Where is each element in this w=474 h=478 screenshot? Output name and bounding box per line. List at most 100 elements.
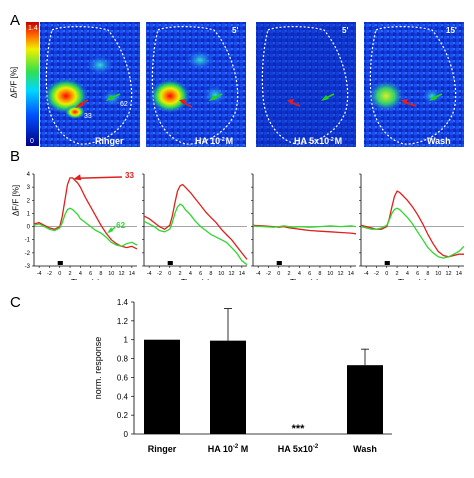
arrowhead-62 [107,227,114,234]
y-tick-label: 0.4 [117,392,129,401]
roi-label-62: 62 [120,101,128,108]
stimulus-marker [167,261,173,265]
x-axis-title: Time (s) [290,278,319,280]
trace-plot-3: -4 -2 0 2 4 6 8 10 12 14 Time (s) [251,173,357,280]
category-label-base: HA 10 [208,444,233,454]
image-label-ha-10-2: HA 10-2M [195,136,233,146]
y-tick-label: 3 [27,185,31,191]
image-time-wash: 15' [446,26,457,35]
category-label-4: Wash [353,444,377,454]
panel-letter-c: C [10,294,21,311]
x-tick-label: 6 [199,271,202,277]
bar-1 [144,339,180,434]
y-tick-label: 4 [27,172,31,178]
y-tick-label: -3 [25,264,31,270]
series-line-33 [360,190,464,258]
colorbar [26,22,39,146]
x-tick-label: 0 [58,271,61,277]
y-tick-label: 1.4 [117,298,129,307]
x-tick-label: 10 [435,271,441,277]
x-axis-title: Time (s) [398,278,427,280]
image-label-wash: Wash [427,136,451,146]
image-label-ha-10-2-suffix: M [226,136,234,146]
panel-a-y-title: ΔF/F [%] [9,66,19,99]
x-tick-label: 12 [445,271,451,277]
arrow-33 [77,176,123,180]
colorbar-top-label: 1.4 [28,25,38,32]
heatmap-ringer: 33 62 Ringer [40,22,140,147]
x-tick-label: 8 [318,271,321,277]
category-label-sup: -2 [313,444,319,450]
x-tick-label: 2 [396,271,399,277]
x-tick-label: 6 [416,271,419,277]
x-tick-label: -4 [256,271,261,277]
x-tick-label: 6 [308,271,311,277]
image-label-ha-10-2-sup: -2 [220,137,225,143]
x-tick-label: 0 [385,271,388,277]
y-tick-label: -1 [25,238,31,244]
trace-plot-2: -4 -2 0 2 4 6 8 10 12 14 Time (s) [142,173,248,280]
x-tick-label: 8 [99,271,102,277]
x-axis-title: Time (s) [71,278,100,280]
series-line-62 [252,225,357,228]
x-tick-label: 0 [277,271,280,277]
x-tick-label: 2 [179,271,182,277]
category-label-1: Ringer [148,444,177,454]
x-tick-label: 14 [348,271,354,277]
series-line-62 [33,207,138,247]
image-label-ha-5x10-2-suffix: M [335,136,343,146]
trace-plot-4: -4 -2 0 2 4 6 8 10 12 14 Time (s) [359,173,465,280]
arrowhead-33 [73,174,82,181]
y-tick-label: 0.2 [117,411,129,420]
x-tick-label: 12 [337,271,343,277]
bar-2 [210,340,246,434]
x-tick-label: 4 [298,271,301,277]
heatmap-ha-5x10-2: 5' HA 5x10-2M [256,22,356,147]
series-line-62 [360,207,465,259]
panel-letter-a: A [10,12,21,29]
x-tick-label: -2 [374,271,379,277]
x-tick-label: 14 [456,271,462,277]
colorbar-bottom-label: 0 [30,138,34,145]
series-label-62: 62 [116,221,125,230]
stimulus-marker [384,261,390,265]
x-tick-label: 2 [69,271,72,277]
category-label-3: HA 5x10-2 [278,444,319,454]
y-tick-label: 1.2 [117,317,129,326]
heatmap-ha-10-2: 5' HA 10-2M [146,22,246,147]
heatmap-wash: 15' Wash [364,22,464,147]
bar-4 [347,365,383,434]
panel-a-heatmaps: 1.4 0 33 62 Ringer 5' HA 10-2M [26,22,464,147]
panel-c-bar-chart: 0 0.2 0.4 0.6 0.8 1 1.2 1.4 norm. response Ringer… [93,298,392,454]
x-tick-label: 14 [129,271,135,277]
image-label-ha-5x10-2-sup: -2 [329,137,334,143]
stimulus-marker [57,261,63,265]
series-line-33 [143,183,248,260]
x-tick-label: -2 [157,271,162,277]
x-tick-label: 0 [168,271,171,277]
panel-b-traces: -4-202468101214Time (s)43210-1-2-33362-4… [25,171,465,280]
image-label-ha-5x10-2-base: HA 5x10 [294,136,329,146]
x-tick-label: 4 [79,271,82,277]
category-label-base: Ringer [148,444,177,454]
series-label-33: 33 [125,171,134,180]
y-axis-title: norm. response [93,337,103,400]
category-label-2: HA 10-2 M [208,444,249,454]
x-axis-title: Time (s) [181,278,210,280]
x-tick-label: 8 [209,271,212,277]
image-label-ha-5x10-2: HA 5x10-2M [294,136,342,146]
y-tick-label: 1 [27,211,31,217]
stimulus-marker [276,261,282,265]
y-tick-label: 0 [124,430,129,439]
y-tick-label: 0.6 [117,373,129,382]
x-tick-label: 2 [288,271,291,277]
y-tick-label: 1 [124,336,129,345]
significance-annotation: *** [292,423,306,435]
y-tick-label: 2 [27,198,31,204]
y-tick-label: -2 [25,251,31,257]
category-label-suffix: M [238,444,248,454]
roi-label-33: 33 [84,113,92,120]
x-tick-label: 14 [239,271,245,277]
panel-b-y-title: ΔF/F [%] [11,184,21,217]
x-tick-label: 12 [118,271,124,277]
